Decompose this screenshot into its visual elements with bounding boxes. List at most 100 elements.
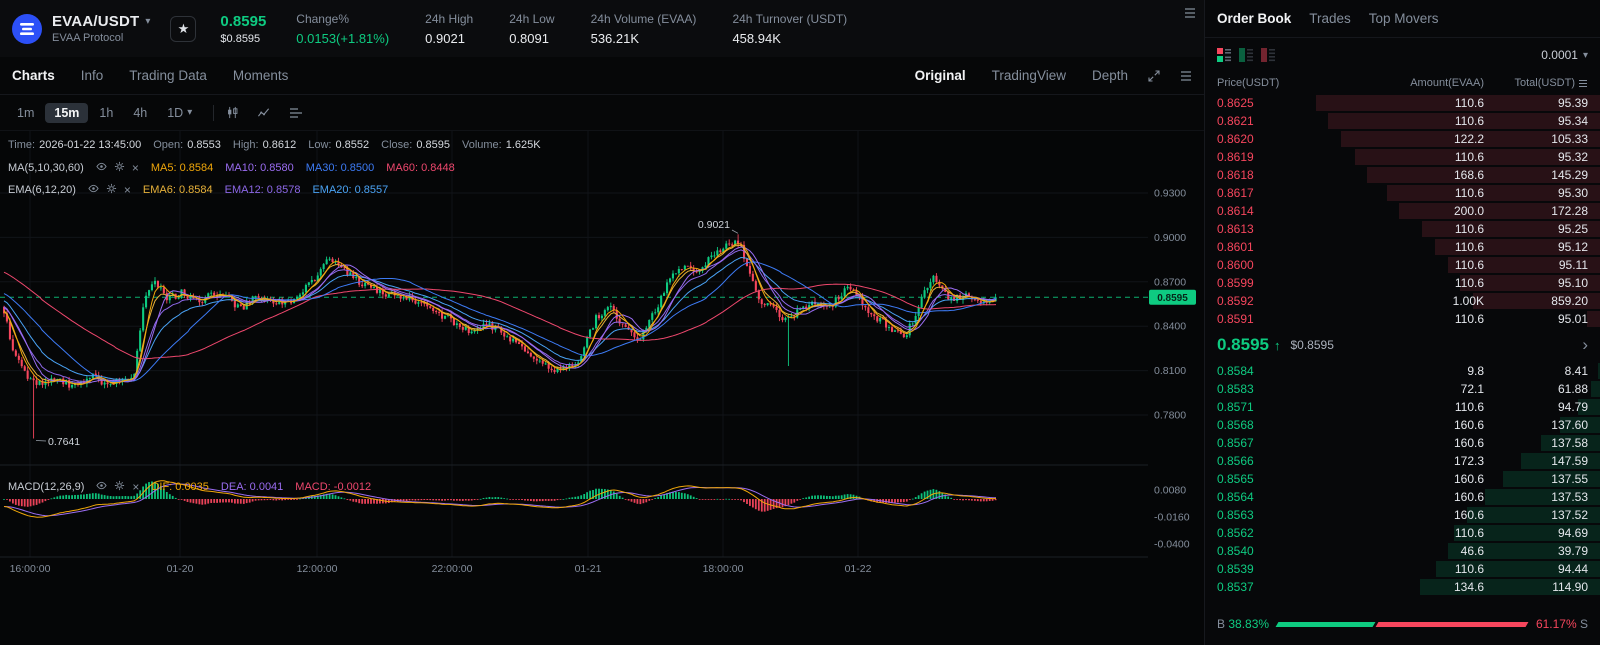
hamburger-menu-icon[interactable] <box>1180 70 1192 81</box>
ask-depth-bar <box>1460 275 1600 291</box>
bid-row[interactable]: 0.8540 46.6 39.79 <box>1205 542 1600 560</box>
bid-row[interactable]: 0.8565 160.6 137.55 <box>1205 470 1600 488</box>
chart-area[interactable]: 0.9300 0.9000 0.8700 0.8400 0.8100 0.7800 0.00… <box>0 131 1204 645</box>
precision-value: 0.0001 <box>1541 48 1578 62</box>
ask-row[interactable]: 0.8614 200.0 172.28 <box>1205 202 1600 220</box>
visibility-icon[interactable] <box>88 183 99 197</box>
caret-down-icon: ▾ <box>145 16 151 27</box>
fullscreen-icon[interactable] <box>1148 69 1160 82</box>
bid-row[interactable]: 0.8584 9.8 8.41 <box>1205 362 1600 380</box>
visibility-icon[interactable] <box>96 480 108 494</box>
svg-text:0.9300: 0.9300 <box>1154 188 1186 200</box>
bid-row[interactable]: 0.8568 160.6 137.60 <box>1205 416 1600 434</box>
svg-text:01-20: 01-20 <box>167 563 194 575</box>
ob-tab-trades[interactable]: Trades <box>1309 11 1351 26</box>
ask-row[interactable]: 0.8617 110.6 95.30 <box>1205 184 1600 202</box>
view-tab-tradingview[interactable]: TradingView <box>991 68 1066 83</box>
bid-row[interactable]: 0.8563 160.6 137.52 <box>1205 506 1600 524</box>
interval-15m[interactable]: 15m <box>45 102 89 123</box>
ask-depth-bar <box>1315 95 1600 111</box>
orderbook-controls: 0.0001 ▾ <box>1205 38 1600 72</box>
ob-tab-order-book[interactable]: Order Book <box>1217 11 1292 26</box>
settings-gear-icon[interactable] <box>114 161 125 175</box>
close-icon[interactable]: × <box>123 183 131 197</box>
ask-row[interactable]: 0.8613 110.6 95.25 <box>1205 220 1600 238</box>
svg-text:0.0080: 0.0080 <box>1154 485 1186 497</box>
sell-ratio-segment <box>1376 621 1530 627</box>
buy-sell-ratio: B 38.83% 61.17% S <box>1205 611 1600 637</box>
ask-row[interactable]: 0.8599 110.6 95.10 <box>1205 274 1600 292</box>
book-view-both-icon[interactable] <box>1217 48 1231 62</box>
book-view-bids-icon[interactable] <box>1239 48 1253 62</box>
settings-gear-icon[interactable] <box>106 183 117 197</box>
ask-row[interactable]: 0.8600 110.6 95.11 <box>1205 256 1600 274</box>
bid-row[interactable]: 0.8566 172.3 147.59 <box>1205 452 1600 470</box>
bid-depth-bar <box>1577 399 1600 415</box>
tab-info[interactable]: Info <box>80 68 104 83</box>
favorite-button[interactable]: ★ <box>170 15 197 42</box>
ask-row[interactable]: 0.8625 110.6 95.39 <box>1205 94 1600 112</box>
svg-text:12:00:00: 12:00:00 <box>297 563 338 575</box>
candle-style-icon[interactable] <box>226 106 239 119</box>
buy-ratio-segment <box>1275 621 1376 627</box>
bid-depth-bar <box>1503 471 1600 487</box>
interval-1h[interactable]: 1h <box>99 105 114 120</box>
market-stats: Change% 0.0153(+1.81%) 24h High 0.9021 24h L… <box>296 12 847 46</box>
indicators-icon[interactable] <box>257 106 271 119</box>
book-view-asks-icon[interactable] <box>1261 48 1275 62</box>
svg-text:0.9021: 0.9021 <box>698 219 730 231</box>
col-total: Total(USDT) <box>1484 77 1588 89</box>
settings-gear-icon[interactable] <box>114 480 125 494</box>
mid-price-row[interactable]: 0.8595 ↑ $0.8595 › <box>1205 328 1600 362</box>
hamburger-menu-icon[interactable] <box>1184 8 1196 18</box>
svg-text:-0.0400: -0.0400 <box>1154 539 1190 551</box>
list-icon <box>1579 79 1587 87</box>
tab-trading-data[interactable]: Trading Data <box>129 68 207 83</box>
ask-row[interactable]: 0.8620 122.2 105.33 <box>1205 130 1600 148</box>
bid-row[interactable]: 0.8562 110.6 94.69 <box>1205 524 1600 542</box>
chevron-right-icon: › <box>1582 335 1588 354</box>
ask-depth-bar <box>1434 239 1600 255</box>
visibility-icon[interactable] <box>96 161 107 175</box>
view-tab-depth[interactable]: Depth <box>1091 68 1128 83</box>
interval-1m[interactable]: 1m <box>17 105 35 120</box>
last-price-usd: $0.8595 <box>220 32 261 45</box>
sell-ratio-label: 61.17% S <box>1535 617 1588 631</box>
svg-text:16:00:00: 16:00:00 <box>10 563 51 575</box>
ask-row[interactable]: 0.8591 110.6 95.01 <box>1205 310 1600 328</box>
bid-row[interactable]: 0.8539 110.6 94.44 <box>1205 560 1600 578</box>
view-tabs: Original TradingView Depth <box>915 68 1128 83</box>
ask-row[interactable]: 0.8592 1.00K 859.20 <box>1205 292 1600 310</box>
ob-tab-top-movers[interactable]: Top Movers <box>1368 11 1439 26</box>
pair-selector[interactable]: EVAA/USDT ▾ EVAA Protocol <box>52 13 150 44</box>
ask-depth-bar <box>1340 131 1600 147</box>
bid-row[interactable]: 0.8571 110.6 94.79 <box>1205 398 1600 416</box>
bid-row[interactable]: 0.8564 160.6 137.53 <box>1205 488 1600 506</box>
svg-text:01-22: 01-22 <box>845 563 872 575</box>
bid-row[interactable]: 0.8537 134.6 114.90 <box>1205 578 1600 596</box>
interval-1d[interactable]: 1D ▾ <box>167 105 193 120</box>
ask-row[interactable]: 0.8601 110.6 95.12 <box>1205 238 1600 256</box>
view-tab-original[interactable]: Original <box>914 68 966 83</box>
price-chart-canvas[interactable]: 0.9300 0.9000 0.8700 0.8400 0.8100 0.7800 0.00… <box>0 131 1204 591</box>
tab-moments[interactable]: Moments <box>232 68 289 83</box>
protocol-name: EVAA Protocol <box>52 32 124 44</box>
ask-row[interactable]: 0.8619 110.6 95.32 <box>1205 148 1600 166</box>
close-icon[interactable]: × <box>131 161 139 175</box>
tab-charts[interactable]: Charts <box>12 68 55 83</box>
chart-settings-icon[interactable] <box>289 107 303 119</box>
orderbook-tabs: Order Book Trades Top Movers <box>1205 0 1600 38</box>
interval-4h[interactable]: 4h <box>133 105 148 120</box>
ask-depth-bar <box>1328 113 1600 129</box>
precision-select[interactable]: 0.0001 ▾ <box>1541 48 1588 62</box>
bid-row[interactable]: 0.8583 72.1 61.88 <box>1205 380 1600 398</box>
close-icon[interactable]: × <box>132 480 140 494</box>
bid-depth-bar <box>1559 417 1600 433</box>
chart-toolbar: 1m 15m 1h 4h 1D ▾ <box>0 95 1204 131</box>
depth-ratio-bar <box>1275 621 1530 627</box>
stat-change: Change% 0.0153(+1.81%) <box>296 11 390 46</box>
bid-row[interactable]: 0.8567 160.6 137.58 <box>1205 434 1600 452</box>
ask-row[interactable]: 0.8618 168.6 145.29 <box>1205 166 1600 184</box>
svg-text:0.9000: 0.9000 <box>1154 232 1186 244</box>
ask-row[interactable]: 0.8621 110.6 95.34 <box>1205 112 1600 130</box>
